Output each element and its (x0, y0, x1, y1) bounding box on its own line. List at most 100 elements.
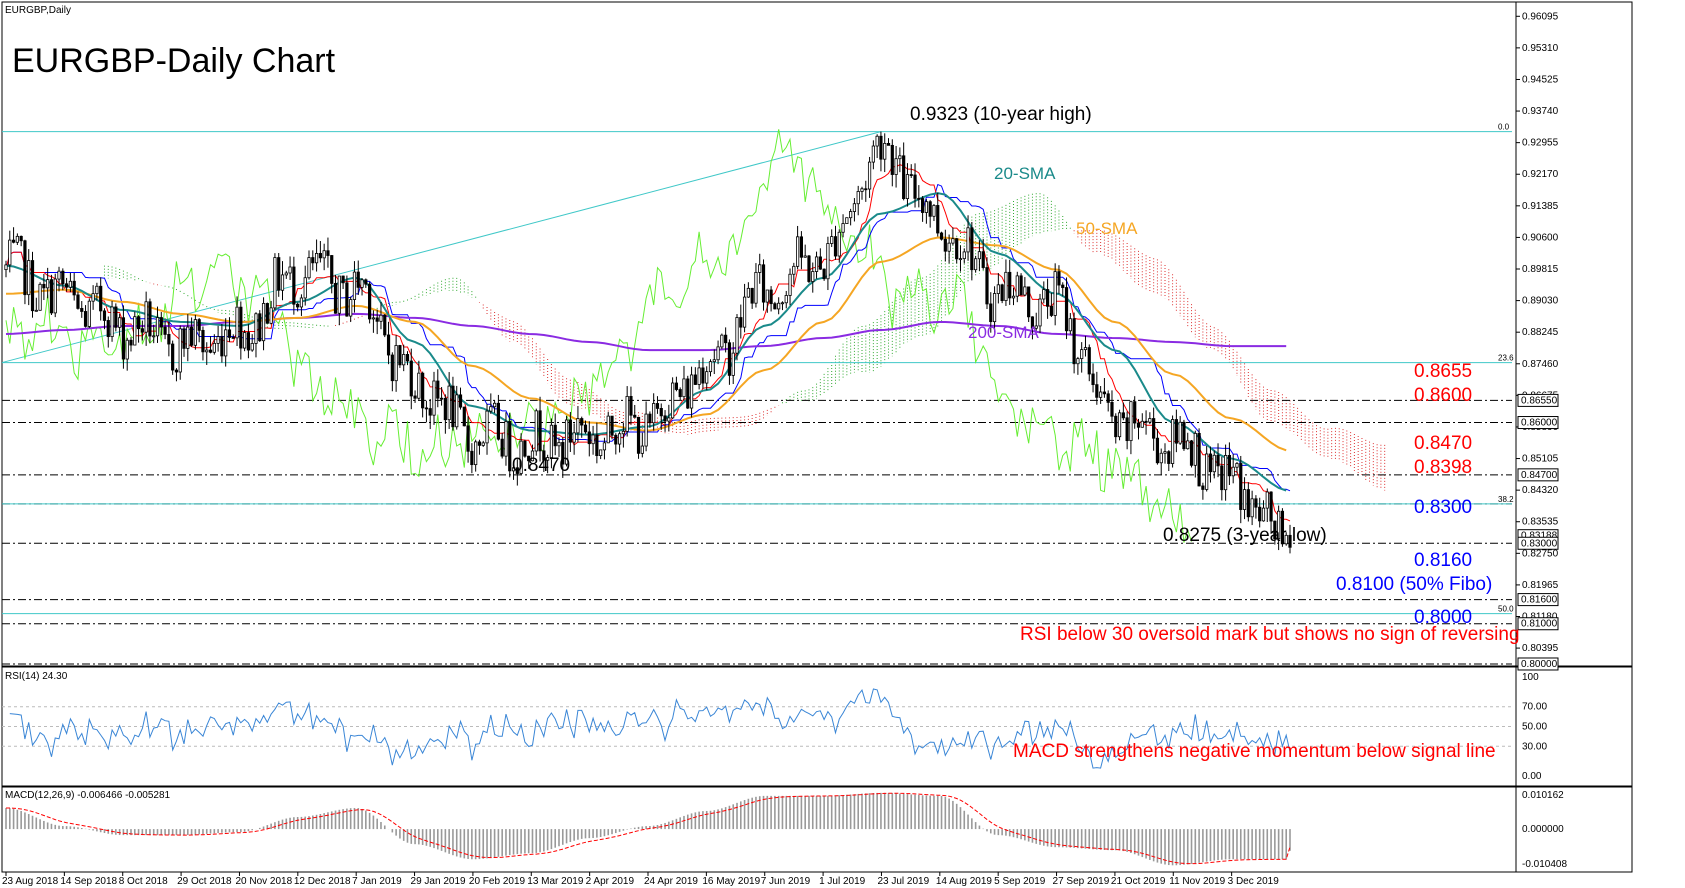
candle-body (1273, 520, 1277, 540)
candle-body (280, 274, 285, 291)
candle-body (277, 257, 281, 291)
candle-body (345, 282, 349, 317)
candle-body (974, 258, 978, 271)
candle-body (739, 317, 743, 328)
level-box (1517, 617, 1559, 631)
candle-body (557, 442, 561, 447)
candle-body (614, 434, 618, 445)
symbol-label: EURGBP,Daily (5, 5, 71, 16)
candle-body (856, 191, 860, 205)
candle-body (1102, 391, 1107, 395)
candle-body (330, 255, 334, 284)
candle-body (235, 306, 239, 339)
level-box (1517, 536, 1559, 550)
candle-body (667, 417, 671, 422)
candle-body (121, 317, 126, 360)
candle-body (193, 319, 197, 346)
candle-body (201, 329, 205, 353)
date-tick-label: 5 Sep 2019 (994, 876, 1046, 887)
candle-body (299, 297, 304, 308)
candle-body (977, 251, 982, 260)
candle-body (686, 378, 690, 409)
candle-body (826, 243, 830, 280)
candle-body (523, 440, 527, 457)
chikou-line (5, 129, 1192, 543)
date-tick-label: 16 May 2019 (702, 876, 760, 887)
candle-body (1076, 358, 1080, 365)
annotation-high: 0.9323 (10-year high) (910, 104, 1092, 125)
candle-body (595, 434, 599, 457)
candle-body (955, 238, 959, 260)
level-box-label: 0.80000 (1521, 659, 1558, 670)
date-tick-label: 7 Jun 2019 (761, 876, 811, 887)
candle-body (250, 343, 254, 351)
candle-body (689, 374, 694, 409)
price-tick-label: 0.83535 (1522, 517, 1559, 528)
level-box (1517, 416, 1559, 430)
candle-body (189, 326, 194, 346)
candle-body (118, 317, 122, 328)
candle-body (867, 161, 872, 190)
candle-body (860, 188, 864, 192)
candle-body (818, 256, 822, 270)
candle-body (792, 265, 796, 275)
candle-body (318, 253, 322, 259)
candle-body (8, 239, 12, 266)
candle-body (349, 299, 353, 317)
candle-body (178, 328, 182, 373)
candle-body (455, 394, 459, 428)
candle-body (174, 369, 179, 373)
candle-body (629, 395, 633, 416)
level-box (1517, 593, 1559, 607)
candle-body (708, 361, 713, 373)
price-tick-label: 0.80395 (1522, 643, 1559, 654)
candle-body (500, 438, 504, 457)
candle-body (591, 434, 595, 445)
candle-body (413, 395, 417, 399)
candle-body (1167, 451, 1171, 464)
rsi-tick-label: 50.00 (1522, 722, 1547, 733)
candle-body (989, 303, 993, 323)
price-tick-label: 0.89030 (1522, 296, 1559, 307)
candle-body (485, 410, 489, 444)
candle-body (769, 289, 773, 305)
candle-body (364, 279, 368, 285)
candle-body (205, 349, 209, 353)
candle-body (1011, 295, 1016, 299)
price-tick-label: 0.85105 (1522, 454, 1559, 465)
candle-body (65, 283, 69, 288)
date-tick-label: 20 Nov 2018 (235, 876, 292, 887)
candle-body (788, 273, 792, 296)
candle-body (1182, 421, 1186, 450)
price-tick-label: 0.81180 (1522, 612, 1558, 623)
candle-body (269, 307, 273, 324)
candle-body (902, 155, 906, 199)
candle-body (943, 238, 947, 252)
rsi-annotation: RSI below 30 oversold mark but shows no … (1020, 624, 1520, 645)
candle-body (314, 253, 319, 264)
candle-body (674, 382, 679, 390)
candle-body (1004, 271, 1008, 301)
candle-body (905, 174, 910, 199)
date-tick-label: 12 Dec 2018 (294, 876, 351, 887)
level-box-label: 0.86000 (1521, 418, 1558, 429)
level-label-0-8000: 0.8000 (1414, 607, 1472, 628)
candle-body (243, 332, 247, 349)
level-box (1517, 393, 1559, 407)
candle-body (417, 372, 421, 399)
level-box-label: 0.81600 (1521, 595, 1558, 606)
candle-body (655, 403, 660, 409)
candle-body (1280, 510, 1285, 545)
candle-body (447, 385, 451, 421)
candle-body (80, 308, 84, 312)
candle-body (1159, 452, 1163, 464)
candle-body (580, 418, 584, 426)
candle-body (311, 257, 315, 264)
date-tick-label: 23 Aug 2018 (2, 876, 59, 887)
date-tick-label: 2 Apr 2019 (586, 876, 635, 887)
macd-annotation: MACD strengthens negative momentum below… (1013, 741, 1496, 762)
candle-body (144, 301, 148, 333)
candle-body (648, 413, 652, 424)
candle-body (61, 270, 65, 285)
